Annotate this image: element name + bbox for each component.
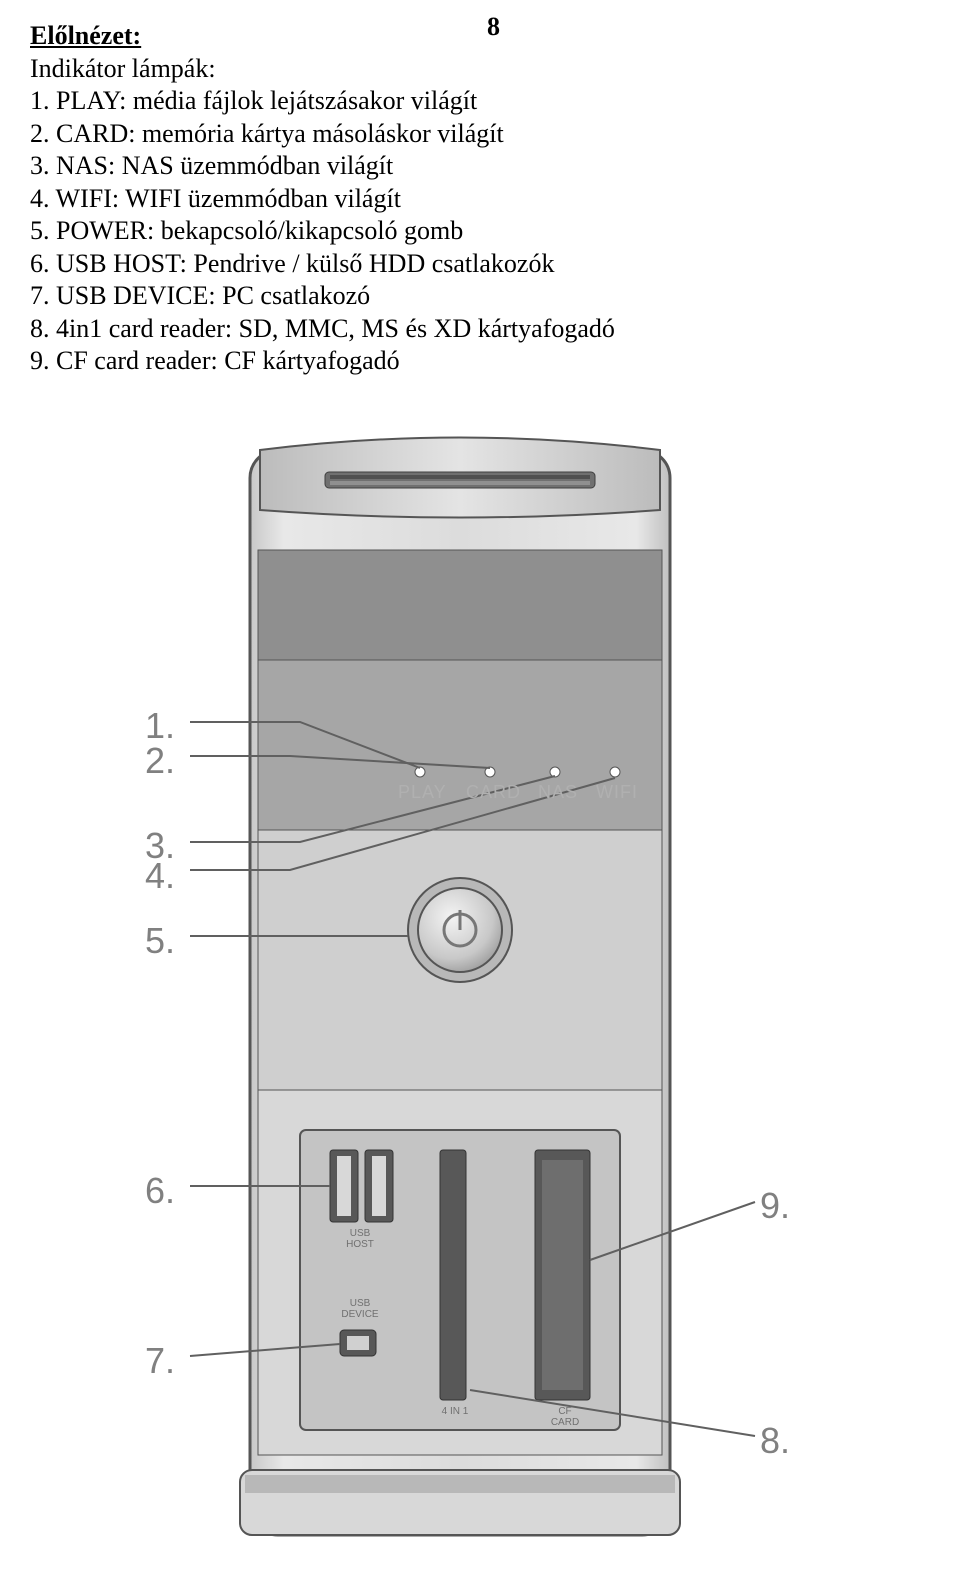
device-diagram: 1. 2. 3. 4. 5. 6. 7. 8. 9. PLAY CARD NAS… bbox=[140, 430, 820, 1550]
callout-5: 5. bbox=[145, 920, 175, 962]
callout-9: 9. bbox=[760, 1185, 790, 1227]
subheading: Indikátor lámpák: bbox=[30, 53, 930, 86]
list-item: 9. CF card reader: CF kártyafogadó bbox=[30, 345, 930, 378]
indicator-card-label: CARD bbox=[466, 782, 521, 803]
indicator-wifi-label: WIFI bbox=[596, 782, 638, 803]
indicator-nas-label: NAS bbox=[538, 782, 578, 803]
callout-6: 6. bbox=[145, 1170, 175, 1212]
list-item: 7. USB DEVICE: PC csatlakozó bbox=[30, 280, 930, 313]
text-block: Előlnézet: Indikátor lámpák: 1. PLAY: mé… bbox=[30, 20, 930, 378]
four-in-one-label: 4 IN 1 bbox=[435, 1406, 475, 1417]
heading: Előlnézet: bbox=[30, 20, 930, 53]
list-item: 5. POWER: bekapcsoló/kikapcsoló gomb bbox=[30, 215, 930, 248]
list-item: 1. PLAY: média fájlok lejátszásakor vilá… bbox=[30, 85, 930, 118]
list-item: 8. 4in1 card reader: SD, MMC, MS és XD k… bbox=[30, 313, 930, 346]
usb-host-label: USB HOST bbox=[340, 1228, 380, 1250]
cf-card-label: CF CARD bbox=[545, 1406, 585, 1428]
list-item: 3. NAS: NAS üzemmódban világít bbox=[30, 150, 930, 183]
page-number: 8 bbox=[487, 12, 500, 42]
list-item: 6. USB HOST: Pendrive / külső HDD csatla… bbox=[30, 248, 930, 281]
callout-7: 7. bbox=[145, 1340, 175, 1382]
indicator-play-label: PLAY bbox=[398, 782, 447, 803]
usb-device-label: USB DEVICE bbox=[335, 1298, 385, 1320]
callout-2: 2. bbox=[145, 740, 175, 782]
list-item: 2. CARD: memória kártya másoláskor világ… bbox=[30, 118, 930, 151]
callout-4: 4. bbox=[145, 855, 175, 897]
list-item: 4. WIFI: WIFI üzemmódban világít bbox=[30, 183, 930, 216]
callout-8: 8. bbox=[760, 1420, 790, 1462]
